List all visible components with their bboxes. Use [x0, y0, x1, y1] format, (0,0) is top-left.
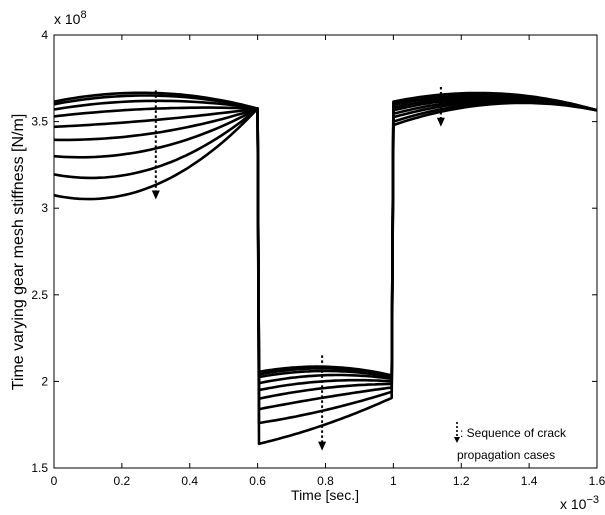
y-tick-label: 3	[41, 201, 48, 215]
legend-text-line-1: : Sequence of crack	[460, 426, 567, 440]
series-line	[53, 99, 598, 411]
x-tick-label: 0.4	[181, 474, 198, 488]
legend: : Sequence of crack propagation cases	[454, 422, 567, 462]
y-tick-label: 3.5	[31, 115, 48, 129]
x-tick-label: 1	[390, 474, 397, 488]
x-axis-label: Time [sec.]	[291, 487, 359, 503]
y-tick-label: 2.5	[31, 288, 48, 302]
y-tick-label: 1.5	[31, 461, 48, 475]
x-tick-label: 0.8	[317, 474, 334, 488]
series-line	[53, 98, 598, 400]
sequence-arrow-head	[436, 117, 445, 127]
series-line	[53, 95, 598, 385]
arrow-layer	[151, 86, 445, 451]
y-exponent-label: x 108	[54, 9, 87, 27]
y-axis-label: Time varying gear mesh stiffness [N/m]	[10, 114, 27, 391]
x-tick-label: 1.6	[589, 474, 605, 488]
x-tick-label: 1.2	[453, 474, 470, 488]
series-line	[53, 100, 598, 425]
sequence-arrow-head	[151, 190, 160, 200]
series-line	[53, 96, 598, 392]
x-exponent-label: x 10−3	[560, 494, 599, 512]
x-tick-label: 0	[51, 474, 58, 488]
legend-text-line-2: propagation cases	[457, 448, 555, 462]
x-tick-label: 1.4	[521, 474, 538, 488]
series-line	[53, 93, 598, 379]
x-tick-label: 0.6	[249, 474, 266, 488]
plot-area	[53, 34, 598, 469]
sequence-arrow-head	[318, 441, 327, 451]
ticks: 0 0.2 0.4 0.6 0.8 1 1.2 1.4 1.6 1.5 2 2.5 3 3.5 4	[31, 28, 605, 488]
legend-arrow-head	[454, 437, 460, 443]
y-tick-label: 4	[41, 28, 48, 42]
series-line	[53, 101, 598, 446]
series-layer	[53, 91, 598, 446]
x-tick-label: 0.2	[114, 474, 131, 488]
y-tick-label: 2	[41, 374, 48, 388]
